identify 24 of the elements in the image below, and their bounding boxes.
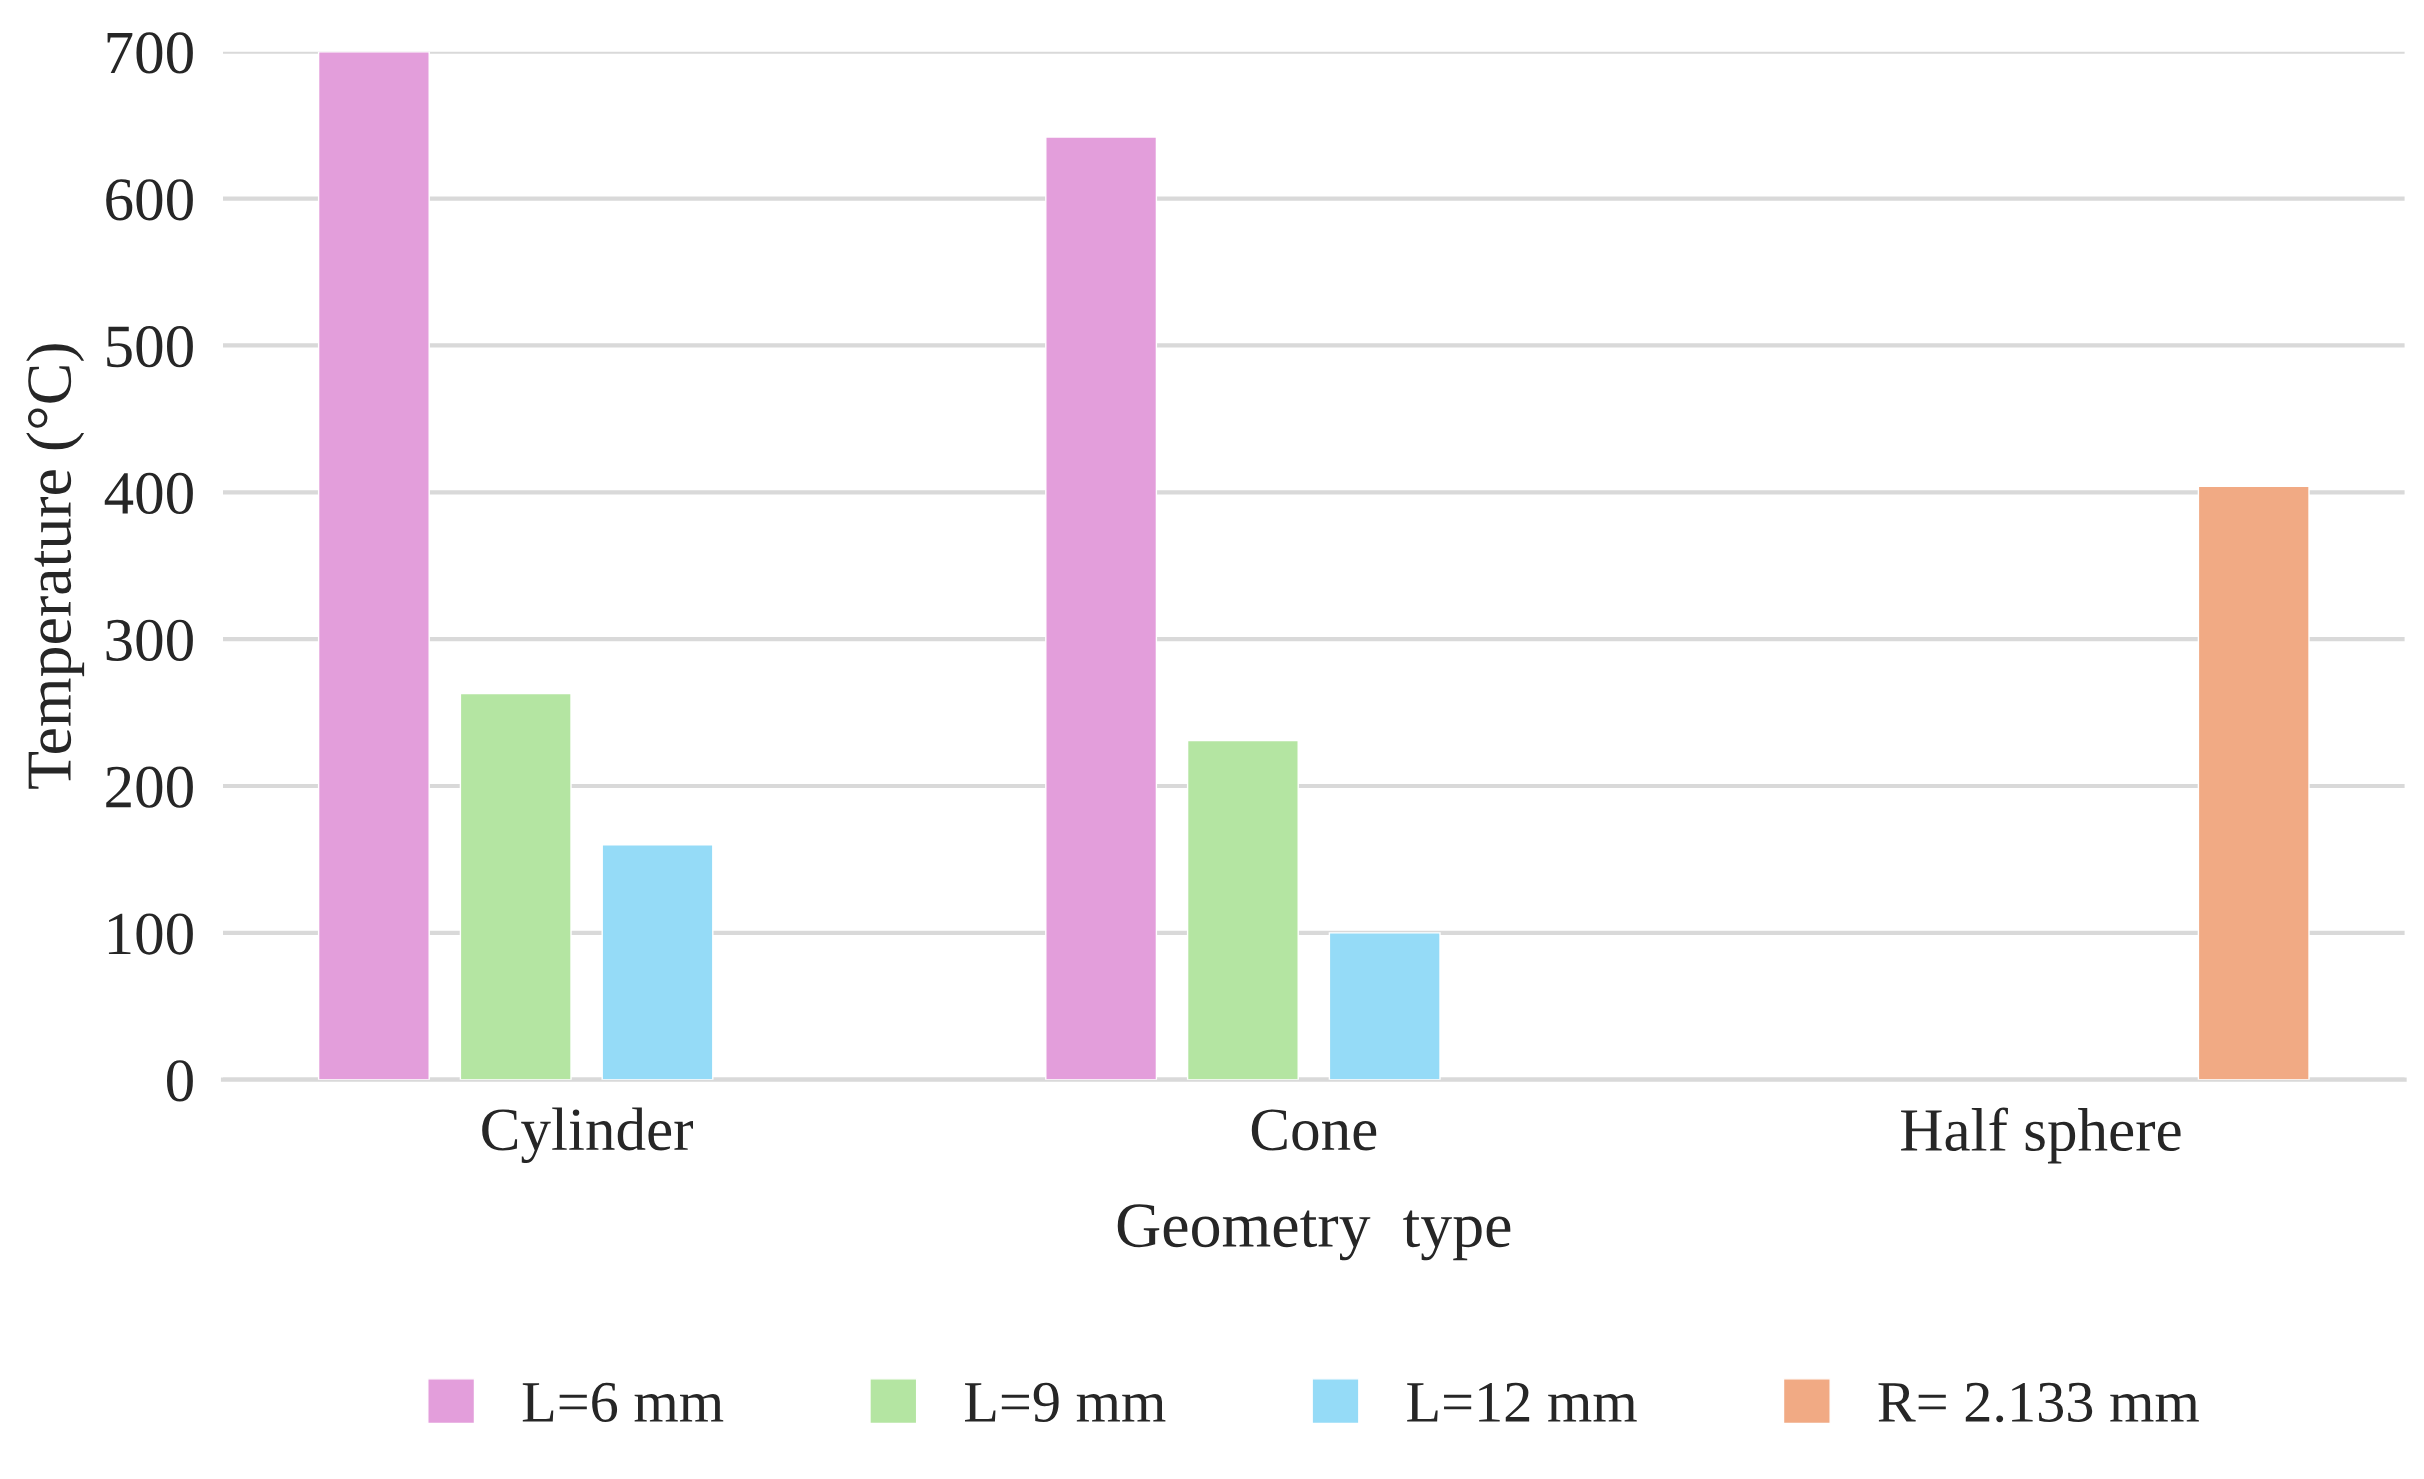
y-tick-label: 700 [107,32,193,74]
legend-label: L=12 mm [1407,1382,1637,1422]
x-tick-label: Half sphere [1901,1107,2181,1164]
x-tick-label: Cylinder [482,1107,693,1164]
y-axis-title: Temperature (°C) [26,344,85,789]
y-tick-label: 200 [106,766,193,808]
y-tick-label: 100 [108,913,193,955]
x-axis-title: Geometry type [1117,1204,1511,1261]
y-tick-label: 0 [167,1060,193,1102]
y-tick-label: 600 [106,179,193,221]
bar [1186,739,1299,1080]
legend-label: L=9 mm [964,1382,1166,1423]
x-tick-label: Cone [1251,1109,1377,1151]
bar [459,692,572,1080]
bar [2197,485,2310,1080]
bar [1045,136,1158,1080]
legend-label: R= 2.133 mm [1878,1382,2199,1423]
y-tick-label: 400 [104,472,193,515]
legend-label: L=6 mm [522,1382,724,1423]
y-tick-label: 500 [107,326,193,368]
bar [317,51,430,1080]
bar [601,844,714,1080]
y-tick-label: 300 [106,619,193,661]
bar [1328,932,1441,1080]
